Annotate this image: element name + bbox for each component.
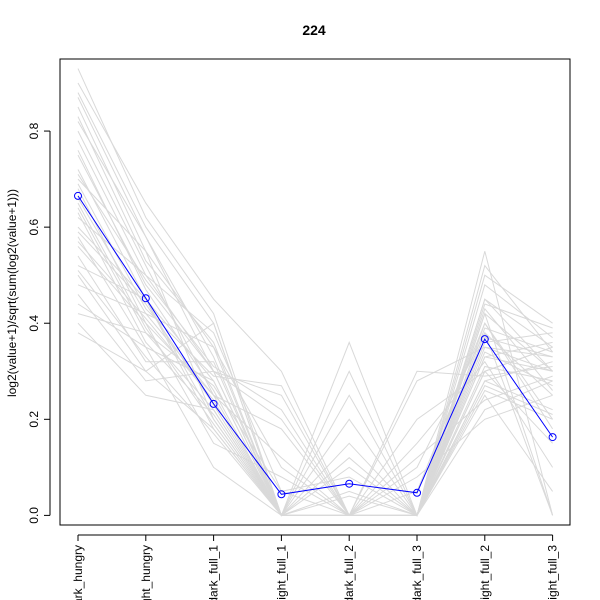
background-line-0 (77, 68, 554, 516)
background-line-23 (77, 313, 553, 516)
y-tick-label-3: 0.6 (27, 218, 41, 235)
data-point-0-6 (480, 335, 489, 344)
background-line-6 (77, 140, 553, 517)
series-line-0 (77, 195, 554, 495)
y-axis-title: log2(value+1)/sqrt(sum(log2(value+1))) (5, 189, 19, 397)
x-tick-label-3: light_full_1 (274, 545, 288, 600)
background-line-25 (77, 332, 553, 517)
data-point-0-0 (74, 191, 82, 200)
data-point-0-4 (345, 479, 354, 488)
x-tick-label-6: light_full_2 (478, 545, 492, 600)
background-lines (77, 68, 554, 517)
background-line-21 (77, 294, 554, 517)
data-point-0-2 (209, 399, 218, 408)
background-line-33 (77, 174, 553, 516)
background-line-2 (77, 92, 553, 517)
x-tick-label-4: dark_full_2 (342, 545, 356, 600)
x-tick-label-2: dark_full_1 (207, 545, 221, 600)
chart-title: 224 (302, 22, 326, 38)
x-tick-label-7: light_full_3 (546, 545, 560, 600)
y-axis: 0.0 0.2 0.4 0.6 0.8 (27, 122, 51, 524)
background-line-28 (77, 183, 553, 516)
y-tick-label-2: 0.4 (27, 315, 41, 332)
data-point-0-5 (413, 488, 421, 497)
data-point-0-3 (277, 490, 286, 499)
data-point-0-7 (548, 433, 557, 442)
background-line-35 (77, 231, 553, 516)
y-tick-label-4: 0.8 (27, 122, 41, 139)
x-axis: ark_hungry ght_hungry dark_full_1 light_ful… (71, 534, 560, 600)
x-tick-label-5: dark_full_3 (410, 545, 424, 600)
y-tick-label-0: 0.0 (27, 507, 41, 524)
background-line-20 (77, 284, 553, 516)
x-tick-label-1: ght_hungry (139, 545, 153, 600)
x-tick-label-0: ark_hungry (71, 545, 85, 600)
background-line-34 (77, 202, 553, 517)
y-tick-label-1: 0.2 (27, 411, 41, 428)
plot-frame (59, 58, 571, 526)
background-line-30 (77, 241, 553, 517)
data-point-0-1 (141, 294, 150, 303)
series-layer (74, 191, 557, 499)
